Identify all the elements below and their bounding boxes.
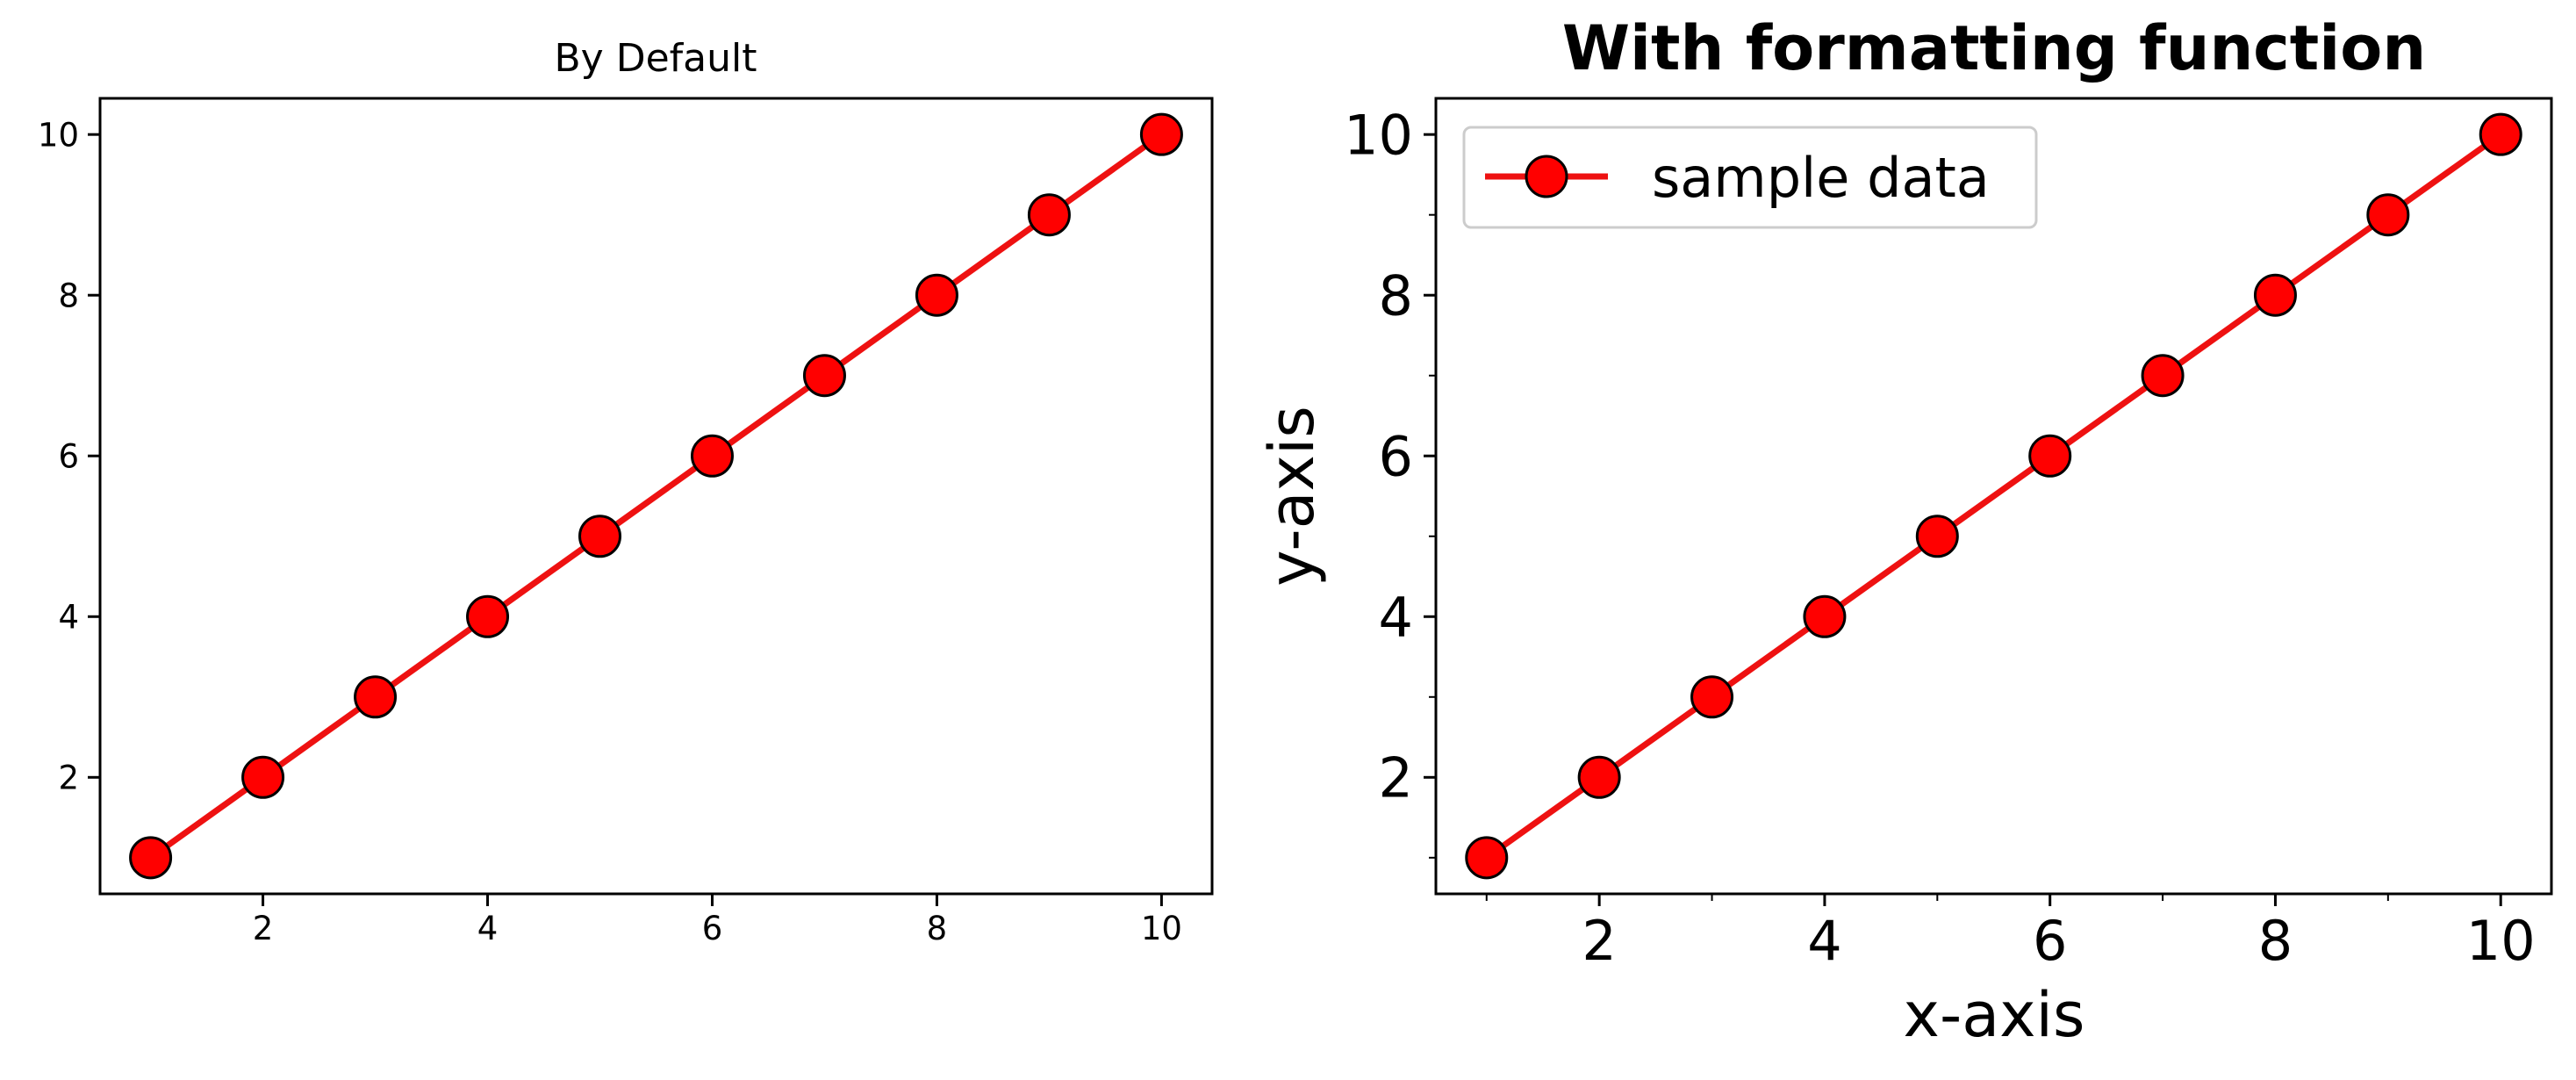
data-point <box>1139 112 1183 156</box>
legend-label: sample data <box>1652 146 1990 210</box>
data-point <box>2479 112 2522 156</box>
x-tick-label: 10 <box>2466 909 2536 973</box>
axes-frame <box>1434 97 2553 896</box>
x-tick-label: 8 <box>2258 909 2293 973</box>
right-chart: With formatting function x-axis y-axis 2… <box>1256 12 2553 1051</box>
data-point <box>915 273 958 317</box>
series-line <box>148 132 1164 860</box>
data-point <box>241 755 285 799</box>
data-point <box>802 354 846 398</box>
x-tick-label: 4 <box>477 910 499 947</box>
x-tick-label: 8 <box>927 910 948 947</box>
data-point <box>1465 836 1509 880</box>
right-plot-area: 2 4 6 8 10 2 4 6 8 10 <box>1344 97 2553 973</box>
data-point <box>2253 273 2297 317</box>
legend-frame <box>1462 126 2038 229</box>
x-tick-label: 2 <box>253 910 274 947</box>
y-tick-label: 10 <box>1344 104 1413 168</box>
y-tick-label: 6 <box>1379 425 1413 489</box>
data-point <box>2366 193 2410 237</box>
y-tick-label: 6 <box>58 438 79 476</box>
x-tick-label: 10 <box>1141 910 1182 947</box>
right-x-axis-label: x-axis <box>1904 979 2085 1051</box>
legend-marker-swatch <box>1525 155 1568 198</box>
axes-frame <box>98 97 1214 896</box>
data-point <box>129 836 173 880</box>
y-tick-label: 10 <box>38 117 79 155</box>
right-y-axis-label: y-axis <box>1256 406 1328 587</box>
y-tick-label: 2 <box>1379 746 1413 810</box>
x-tick-label: 6 <box>2033 909 2067 973</box>
series-line <box>1484 132 2503 860</box>
data-point <box>578 515 622 558</box>
left-chart-title: By Default <box>555 36 757 81</box>
data-point <box>1915 515 1959 558</box>
y-tick-label: 8 <box>1379 264 1413 328</box>
legend: sample data <box>1462 126 2038 229</box>
data-point <box>690 434 734 478</box>
x-tick-label: 4 <box>1807 909 1841 973</box>
data-point <box>354 675 398 719</box>
y-tick-label: 8 <box>58 277 79 315</box>
y-tick-label: 4 <box>58 599 79 637</box>
y-tick-label: 2 <box>58 760 79 797</box>
data-point <box>466 594 510 638</box>
data-point <box>1803 594 1847 638</box>
x-tick-label: 2 <box>1582 909 1616 973</box>
data-point <box>1690 675 1734 719</box>
left-chart: By Default 2 4 6 8 10 2 4 6 8 10 <box>38 36 1214 947</box>
data-point <box>2028 434 2072 478</box>
data-point <box>1027 193 1071 237</box>
data-point <box>1577 755 1621 799</box>
y-tick-label: 4 <box>1379 586 1413 650</box>
right-chart-title: With formatting function <box>1562 12 2426 84</box>
x-tick-label: 6 <box>702 910 723 947</box>
data-point <box>2141 354 2185 398</box>
left-plot-area: 2 4 6 8 10 2 4 6 8 10 <box>38 97 1214 947</box>
